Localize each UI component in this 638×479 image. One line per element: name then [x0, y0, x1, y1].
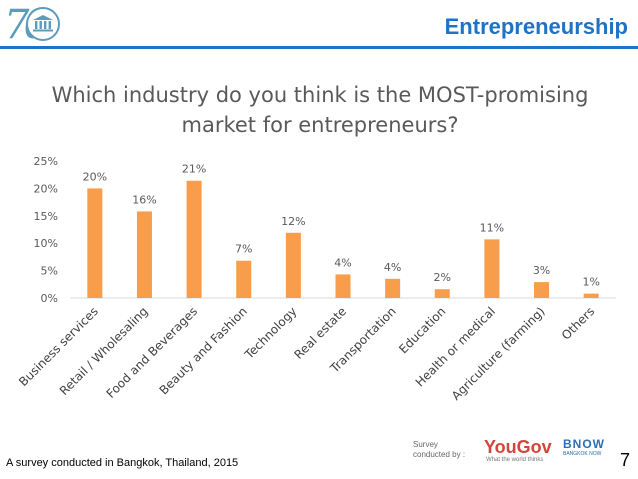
footer-note: A survey conducted in Bangkok, Thailand,… — [6, 457, 239, 469]
survey-credit-label: Survey conducted by : — [413, 440, 466, 459]
bnow-logo: BNOW — [563, 437, 605, 451]
x-tick-label: Agriculture (farming) — [449, 304, 548, 403]
bar — [236, 260, 252, 298]
bar-value-label: 7% — [235, 243, 252, 256]
bar-value-label: 1% — [582, 276, 599, 289]
bar-value-label: 4% — [384, 261, 401, 274]
bar-value-label: 11% — [480, 221, 504, 234]
yougov-logo: YouGov — [484, 437, 552, 457]
bar-value-label: 20% — [83, 170, 107, 183]
slide-number: 7 — [619, 450, 630, 470]
y-tick-label: 10% — [34, 237, 58, 250]
bar — [434, 289, 450, 298]
bar-value-label: 3% — [533, 264, 550, 277]
y-tick-label: 20% — [34, 182, 58, 195]
y-tick-label: 25% — [34, 155, 58, 168]
bar — [335, 274, 351, 298]
y-tick-label: 0% — [41, 292, 58, 305]
unesco-70-logo: 70 — [4, 2, 62, 48]
yougov-tagline: What the world thinks — [486, 457, 544, 463]
chart-title-line-1: Which industry do you think is the MOST-… — [51, 83, 589, 107]
y-tick-label: 5% — [41, 265, 58, 278]
bar — [87, 188, 103, 298]
bar — [583, 293, 599, 298]
x-tick-label: Food and Beverages — [104, 304, 201, 401]
bar-value-label: 2% — [434, 271, 451, 284]
page-title: Entrepreneurship — [444, 14, 628, 39]
unesco-temple-icon — [26, 7, 60, 41]
x-tick-label: Technology — [241, 304, 299, 362]
bar — [534, 282, 550, 298]
bar — [186, 180, 202, 298]
x-tick-label: Others — [559, 304, 597, 342]
x-tick-label: Education — [396, 304, 448, 356]
chart-title: Which industry do you think is the MOST-… — [40, 80, 600, 140]
bar — [285, 232, 301, 298]
bar-value-label: 12% — [281, 215, 305, 228]
chart-title-line-2: market for entrepreneurs? — [181, 113, 459, 137]
bar-value-label: 21% — [182, 163, 206, 176]
bar — [484, 239, 500, 298]
bar — [136, 211, 152, 298]
bar-value-label: 4% — [334, 256, 351, 269]
y-tick-label: 15% — [34, 210, 58, 223]
x-tick-label: Beauty and Fashion — [157, 304, 250, 397]
bar — [385, 278, 401, 298]
x-tick-label: Retail / Wholesaling — [57, 304, 151, 398]
header-divider — [0, 46, 638, 49]
bar-value-label: 16% — [132, 193, 156, 206]
bnow-subtitle: BANGKOK NOW — [563, 451, 602, 457]
